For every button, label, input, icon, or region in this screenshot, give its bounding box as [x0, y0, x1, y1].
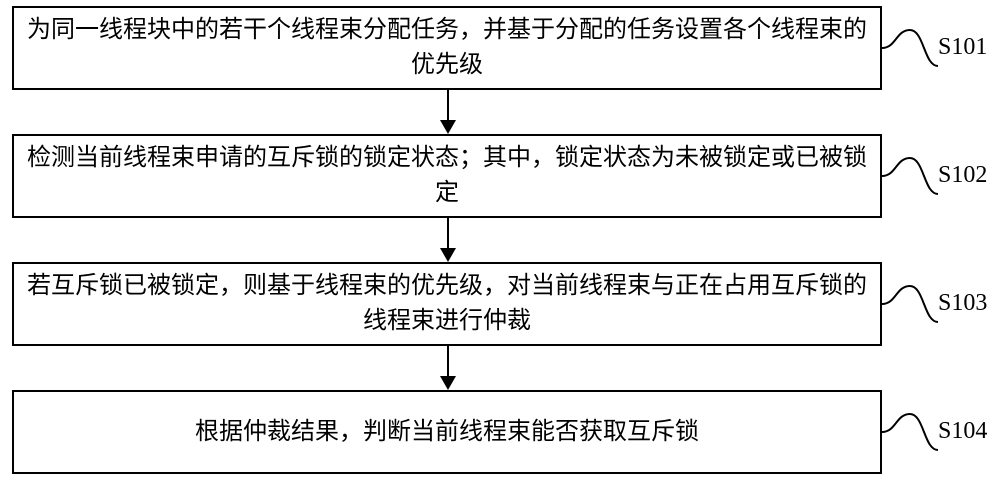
step-label-s104: S104 — [938, 418, 987, 445]
step-label-s103: S103 — [938, 290, 987, 317]
step-label-s102: S102 — [938, 162, 987, 189]
step-box-s102: 检测当前线程束申请的互斥锁的锁定状态；其中，锁定状态为未被锁定或已被锁定 — [12, 134, 882, 218]
arrow-s102-s103 — [447, 218, 449, 262]
step-text: 为同一线程块中的若干个线程束分配任务，并基于分配的任务设置各个线程束的优先级 — [26, 13, 868, 83]
leader-curve-s102 — [882, 154, 938, 198]
step-text: 若互斥锁已被锁定，则基于线程束的优先级，对当前线程束与正在占用互斥锁的线程束进行… — [26, 269, 868, 339]
leader-curve-s104 — [882, 410, 938, 454]
step-box-s104: 根据仲裁结果，判断当前线程束能否获取互斥锁 — [12, 390, 882, 474]
step-label-s101: S101 — [938, 34, 987, 61]
flowchart-canvas: 为同一线程块中的若干个线程束分配任务，并基于分配的任务设置各个线程束的优先级 S… — [0, 0, 1000, 504]
step-text: 检测当前线程束申请的互斥锁的锁定状态；其中，锁定状态为未被锁定或已被锁定 — [26, 141, 868, 211]
step-box-s103: 若互斥锁已被锁定，则基于线程束的优先级，对当前线程束与正在占用互斥锁的线程束进行… — [12, 262, 882, 346]
arrow-s103-s104 — [447, 346, 449, 390]
step-text: 根据仲裁结果，判断当前线程束能否获取互斥锁 — [195, 415, 699, 450]
arrow-s101-s102 — [447, 90, 449, 134]
leader-curve-s103 — [882, 282, 938, 326]
leader-curve-s101 — [882, 26, 938, 70]
step-box-s101: 为同一线程块中的若干个线程束分配任务，并基于分配的任务设置各个线程束的优先级 — [12, 6, 882, 90]
